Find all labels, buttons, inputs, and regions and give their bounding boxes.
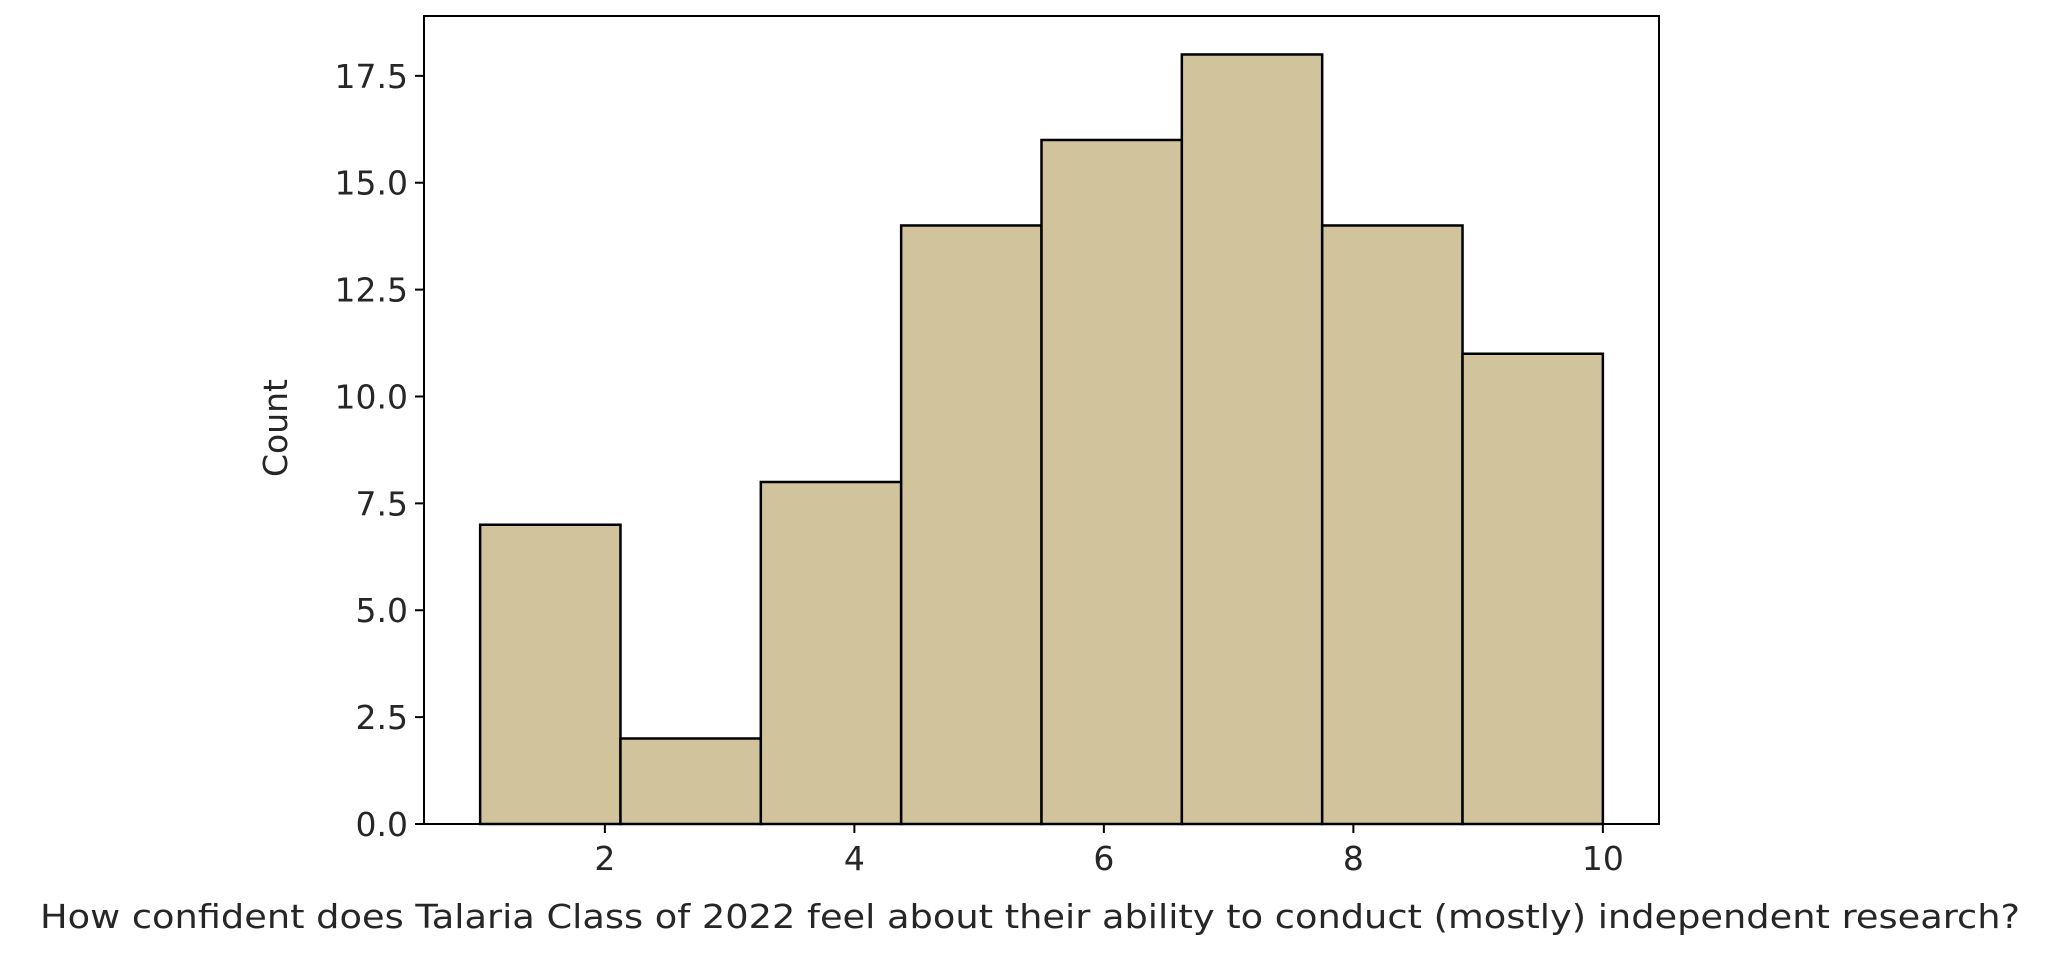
histogram-bar-6 xyxy=(1180,53,1324,826)
histogram-bar-3 xyxy=(759,480,903,826)
x-tick-label: 6 xyxy=(1093,839,1114,878)
histogram-bar-7 xyxy=(1320,224,1464,826)
x-tick-label: 8 xyxy=(1343,839,1364,878)
histogram-bar-8 xyxy=(1461,352,1605,826)
x-tick-label: 2 xyxy=(594,839,615,878)
y-tick-label: 17.5 xyxy=(335,57,408,96)
histogram-bar-2 xyxy=(619,737,763,826)
y-tick-label: 12.5 xyxy=(335,271,408,310)
y-tick-label: 10.0 xyxy=(335,377,408,416)
x-axis-ticks: 2 4 6 8 10 xyxy=(594,824,1624,878)
histogram-bar-1 xyxy=(478,523,622,826)
y-axis-label: Count xyxy=(256,379,295,477)
y-tick-label: 2.5 xyxy=(356,698,408,737)
y-tick-label: 15.0 xyxy=(335,164,408,203)
y-axis-ticks: 0.0 2.5 5.0 7.5 10.0 12.5 15.0 17.5 xyxy=(335,57,424,844)
x-tick-label: 10 xyxy=(1582,839,1624,878)
y-tick-label: 5.0 xyxy=(356,591,408,630)
y-tick-label: 7.5 xyxy=(356,484,408,523)
plot-frame xyxy=(423,15,1660,825)
histogram-bar-4 xyxy=(899,224,1043,826)
histogram-bar-5 xyxy=(1040,138,1184,826)
x-tick-label: 4 xyxy=(844,839,865,878)
x-axis-label: How confident does Talaria Class of 2022… xyxy=(40,897,2020,936)
y-tick-label: 0.0 xyxy=(356,805,408,844)
bars-group xyxy=(478,53,1605,826)
